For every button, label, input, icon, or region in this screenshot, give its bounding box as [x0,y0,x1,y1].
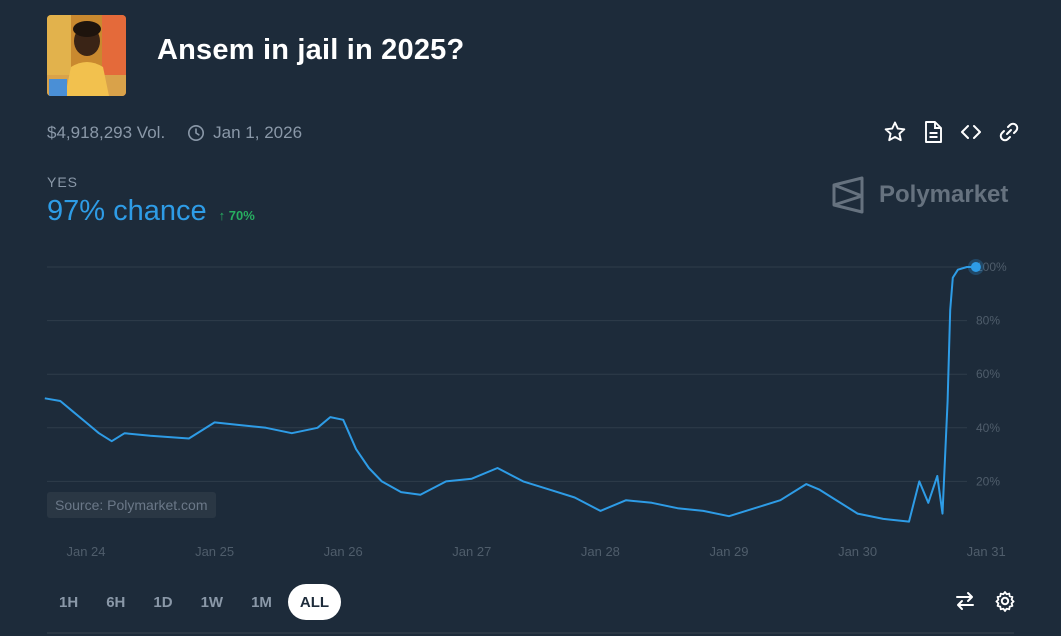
last-point-marker [970,262,981,272]
market-meta: $4,918,293 Vol. Jan 1, 2026 [47,121,302,145]
swap-icon[interactable] [953,589,977,613]
chance-change: ↑ 70% [218,208,255,223]
outcome-label: YES [47,174,79,190]
code-icon[interactable] [959,118,983,146]
chart-tools [953,589,1017,613]
series-layer [44,259,984,523]
market-actions [883,118,1021,146]
link-icon[interactable] [997,118,1021,146]
polymarket-logo-icon [832,176,864,214]
clock-icon [188,125,205,141]
x-tick-label: Jan 30 [838,544,877,559]
y-axis-ticks: 20% 40% 60% 80% 100% [976,260,1007,488]
chance-block: 97% chance ↑ 70% [47,195,255,228]
brand-name: Polymarket [879,181,1009,208]
time-range-selector: 1H 6H 1D 1W 1M ALL [47,584,345,620]
market-title: Ansem in jail in 2025? [157,34,465,66]
polymarket-logo: Polymarket [831,176,1008,214]
x-tick-label: Jan 27 [452,544,491,559]
document-icon[interactable] [921,118,945,146]
bottom-divider [47,632,1014,634]
y-tick-label: 60% [976,367,1000,381]
x-tick-label: Jan 26 [324,544,363,559]
range-button-1w[interactable]: 1W [200,593,224,611]
range-button-1h[interactable]: 1H [59,593,79,611]
star-icon[interactable] [883,118,907,146]
x-tick-label: Jan 31 [967,544,1006,559]
end-date-text: Jan 1, 2026 [213,123,303,142]
chance-value: 97% chance [47,195,207,227]
range-button-all[interactable]: ALL [287,584,342,620]
source-note: Source: Polymarket.com [47,492,216,518]
range-button-6h[interactable]: 6H [106,593,126,611]
range-button-1m[interactable]: 1M [251,593,272,611]
x-axis-ticks: Jan 24 Jan 25 Jan 26 Jan 27 Jan 28 Jan 29 Jan … [66,544,1005,559]
range-button-1d[interactable]: 1D [153,593,173,611]
settings-icon[interactable] [993,589,1017,613]
x-tick-label: Jan 25 [195,544,234,559]
x-tick-label: Jan 24 [66,544,105,559]
x-tick-label: Jan 29 [709,544,748,559]
market-thumbnail [47,15,126,96]
y-tick-label: 40% [976,421,1000,435]
series-line [44,266,976,523]
y-tick-label: 20% [976,474,1000,488]
y-tick-label: 80% [976,314,1000,328]
y-tick-label: 100% [976,260,1007,274]
x-tick-label: Jan 28 [581,544,620,559]
volume-text: $4,918,293 Vol. [47,123,166,142]
chart-grid [47,266,967,482]
price-chart: 20%40%60%80%100% Jan 24 Jan 25 Jan 26 Jan 2… [44,259,1007,559]
